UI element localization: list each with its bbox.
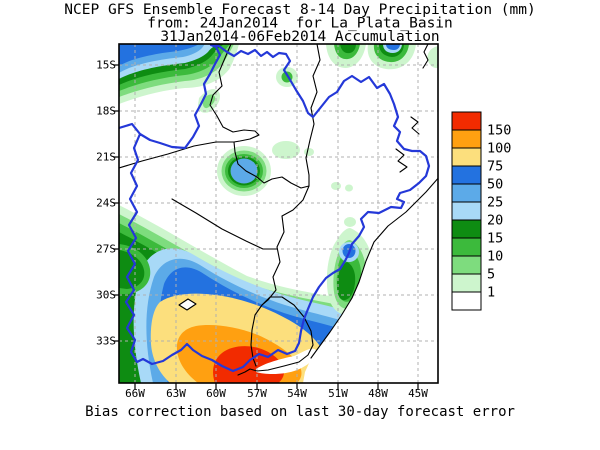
lat-label: 27S xyxy=(96,243,116,256)
legend-swatch-below-1 xyxy=(451,291,482,311)
legend-swatch-75-100 xyxy=(451,147,482,167)
border-bolivia-brazil xyxy=(209,44,260,143)
legend-swatch-150plus xyxy=(451,111,482,131)
color-legend: 150 100 75 50 25 20 15 10 5 1 xyxy=(451,111,511,311)
title-line-2: from: 24Jan2014 for La_Plata_Basin xyxy=(147,16,453,32)
legend-label: 150 xyxy=(487,123,511,139)
legend-label: 1 xyxy=(487,285,495,301)
coast-lagoon-scribble xyxy=(395,148,408,173)
border-bolivia-west xyxy=(119,141,235,169)
border-topright xyxy=(422,44,429,69)
estuary-white-lens xyxy=(256,348,317,375)
cluster-15mm xyxy=(337,262,356,301)
border-uruguay-north xyxy=(237,296,314,376)
title-line-3: 31Jan2014-06Feb2014 Accumulation xyxy=(160,29,439,45)
legend-swatch-5-10 xyxy=(451,255,482,275)
map-frame xyxy=(118,43,439,384)
border-paraguay-brazil xyxy=(233,141,310,189)
lon-label: 66W xyxy=(125,387,145,400)
bullseye-25mm xyxy=(230,158,258,184)
legend-label: 50 xyxy=(487,177,503,193)
legend-label: 20 xyxy=(487,213,503,229)
lat-label: 30S xyxy=(96,289,116,302)
border-pilcomayo xyxy=(171,198,278,250)
precip-wisp2-1mm xyxy=(304,148,314,156)
precip-region-topright-50mm xyxy=(386,44,400,50)
legend-swatch-1-5 xyxy=(451,273,482,293)
precip-wisp-1mm xyxy=(272,141,300,159)
legend-swatch-50-75 xyxy=(451,165,482,185)
cluster-dot-b xyxy=(331,182,341,190)
precip-region-nw-50mm xyxy=(119,44,199,66)
lat-label: 33S xyxy=(96,335,116,348)
lon-label: 60W xyxy=(206,387,226,400)
lon-label: 57W xyxy=(247,387,267,400)
lon-axis-labels: 66W 63W 60W 57W 54W 51W 48W 45W xyxy=(125,387,428,400)
precip-region-rightedge-1mm xyxy=(427,46,438,69)
title-line-1: NCEP GFS Ensemble Forecast 8-14 Day Prec… xyxy=(64,2,535,18)
legend-swatch-25-50 xyxy=(451,183,482,203)
legend-label: 100 xyxy=(487,141,511,157)
coast-lake-scribble xyxy=(410,116,420,135)
basin-boundary xyxy=(119,44,431,373)
coastline-atlantic xyxy=(310,177,438,359)
lon-label: 63W xyxy=(166,387,186,400)
legend-swatch-15-20 xyxy=(451,219,482,239)
ocean-white-wedge xyxy=(303,178,438,383)
precip-region-topcenter-15mm xyxy=(340,44,356,54)
legend-swatch-10-15 xyxy=(451,237,482,257)
legend-label: 10 xyxy=(487,249,503,265)
lon-label: 48W xyxy=(368,387,388,400)
map-canvas xyxy=(119,44,438,383)
axis-ticks xyxy=(113,64,419,389)
legend-swatch-100-150 xyxy=(451,129,482,149)
legend-label: 5 xyxy=(487,267,495,283)
legend-label: 75 xyxy=(487,159,503,175)
legend-swatch-20-25 xyxy=(451,201,482,221)
border-uruguay-west xyxy=(250,304,263,367)
legend-label: 15 xyxy=(487,231,503,247)
lon-label: 51W xyxy=(328,387,348,400)
lat-label: 24S xyxy=(96,197,116,210)
lake-outline xyxy=(178,298,197,311)
cluster-dot-c xyxy=(345,184,353,192)
border-parana-river xyxy=(281,44,321,217)
lat-label: 18S xyxy=(96,105,116,118)
lat-label: 21S xyxy=(96,151,116,164)
legend-label: 25 xyxy=(487,195,503,211)
lat-label: 15S xyxy=(96,59,116,72)
lon-label: 45W xyxy=(408,387,428,400)
lat-axis-labels: 15S 18S 21S 24S 27S 30S 33S xyxy=(96,59,116,348)
lon-label: 54W xyxy=(287,387,307,400)
bias-caption: Bias correction based on last 30-day for… xyxy=(85,404,515,420)
cluster-dot-a xyxy=(344,217,356,227)
country-borders xyxy=(119,44,438,376)
